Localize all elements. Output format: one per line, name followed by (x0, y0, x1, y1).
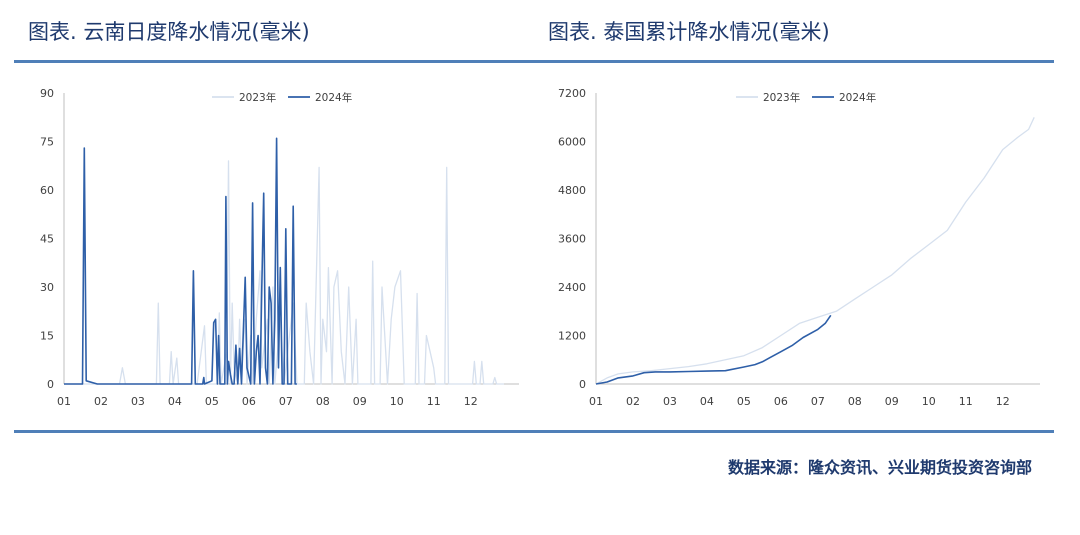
x-tick-label: 12 (996, 395, 1010, 408)
x-tick-label: 02 (626, 395, 640, 408)
x-tick-label: 07 (279, 395, 293, 408)
x-tick-label: 01 (589, 395, 603, 408)
x-tick-label: 08 (316, 395, 330, 408)
x-tick-label: 06 (242, 395, 256, 408)
y-tick-label: 4800 (558, 184, 586, 197)
legend-label-2024: 2024年 (839, 91, 876, 104)
x-tick-label: 06 (774, 395, 788, 408)
x-tick-label: 04 (700, 395, 714, 408)
x-tick-label: 03 (131, 395, 145, 408)
y-tick-label: 1200 (558, 330, 586, 343)
x-tick-label: 09 (353, 395, 367, 408)
y-tick-label: 90 (40, 87, 54, 100)
x-tick-label: 03 (663, 395, 677, 408)
x-tick-label: 10 (390, 395, 404, 408)
bottom-divider (14, 430, 1054, 433)
x-tick-label: 01 (57, 395, 71, 408)
y-tick-label: 2400 (558, 281, 586, 294)
legend-label-2023: 2023年 (239, 91, 276, 104)
chart-title-right: 图表. 泰国累计降水情况(毫米) (548, 20, 830, 44)
series-line-2023 (595, 117, 1035, 385)
legend-label-2024: 2024年 (315, 91, 352, 104)
series-line-2024 (595, 314, 832, 385)
x-tick-label: 08 (848, 395, 862, 408)
x-tick-label: 05 (205, 395, 219, 408)
chart-title-left: 图表. 云南日度降水情况(毫米) (28, 20, 310, 44)
x-tick-label: 04 (168, 395, 182, 408)
series-line-2024 (64, 137, 297, 385)
y-tick-label: 45 (40, 233, 54, 246)
legend-label-2023: 2023年 (763, 91, 800, 104)
x-tick-label: 11 (427, 395, 441, 408)
y-tick-label: 30 (40, 281, 54, 294)
y-tick-label: 3600 (558, 233, 586, 246)
x-tick-label: 11 (959, 395, 973, 408)
data-source: 数据来源：隆众资讯、兴业期货投资咨询部 (727, 458, 1032, 477)
y-tick-label: 75 (40, 136, 54, 149)
y-tick-label: 60 (40, 184, 54, 197)
y-tick-label: 7200 (558, 87, 586, 100)
y-tick-label: 0 (579, 378, 586, 391)
top-divider (14, 60, 1054, 63)
y-tick-label: 6000 (558, 136, 586, 149)
thailand-cumulative-rain-chart: 0 1200 2400 3600 4800 6000 7200 01 02 03 04 05 06 07 0… (558, 87, 1040, 408)
x-tick-label: 07 (811, 395, 825, 408)
x-tick-label: 10 (922, 395, 936, 408)
x-tick-label: 09 (885, 395, 899, 408)
y-tick-label: 15 (40, 330, 54, 343)
x-tick-label: 02 (94, 395, 108, 408)
yunnan-daily-rain-chart: 0 15 30 45 60 75 90 01 02 03 04 05 06 07 08 09 10 11 12 202… (40, 87, 519, 408)
x-tick-label: 05 (737, 395, 751, 408)
y-tick-label: 0 (47, 378, 54, 391)
x-tick-label: 12 (464, 395, 478, 408)
